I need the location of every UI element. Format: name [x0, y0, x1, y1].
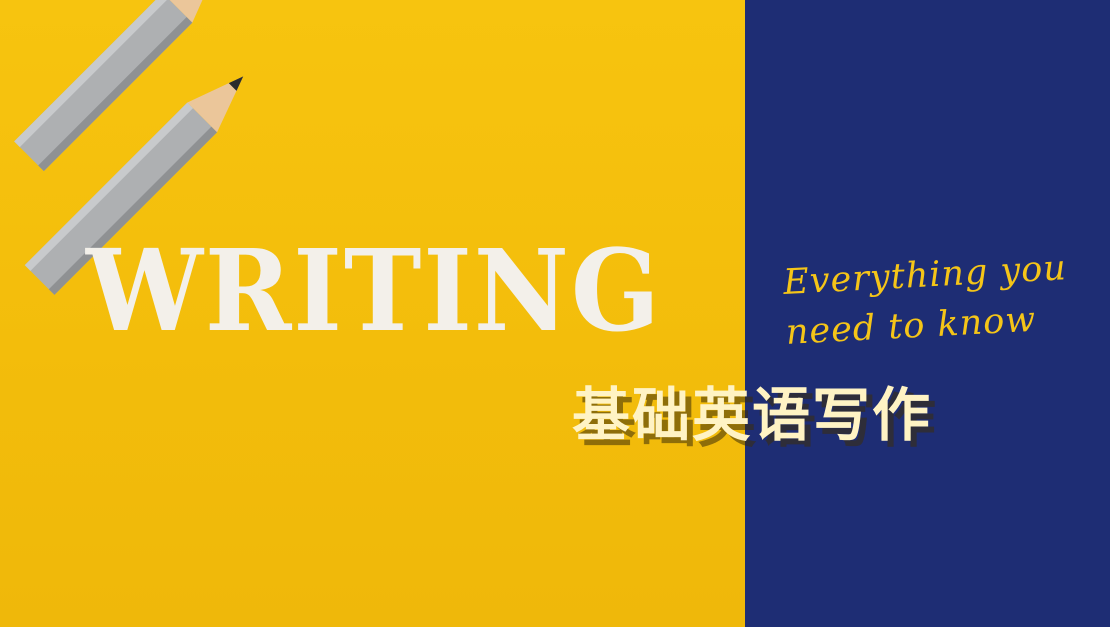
- tagline-line-2: need to know: [784, 299, 1038, 353]
- yellow-background-panel: [0, 0, 745, 627]
- pencils-icon: [14, 0, 244, 295]
- navy-side-panel: [745, 0, 1110, 627]
- chinese-subtitle: 基础英语写作: [572, 381, 933, 449]
- tagline-line-1: Everything you: [782, 248, 1068, 303]
- tagline: Everything you need to know: [782, 242, 1087, 358]
- page-title: WRITING: [86, 226, 662, 357]
